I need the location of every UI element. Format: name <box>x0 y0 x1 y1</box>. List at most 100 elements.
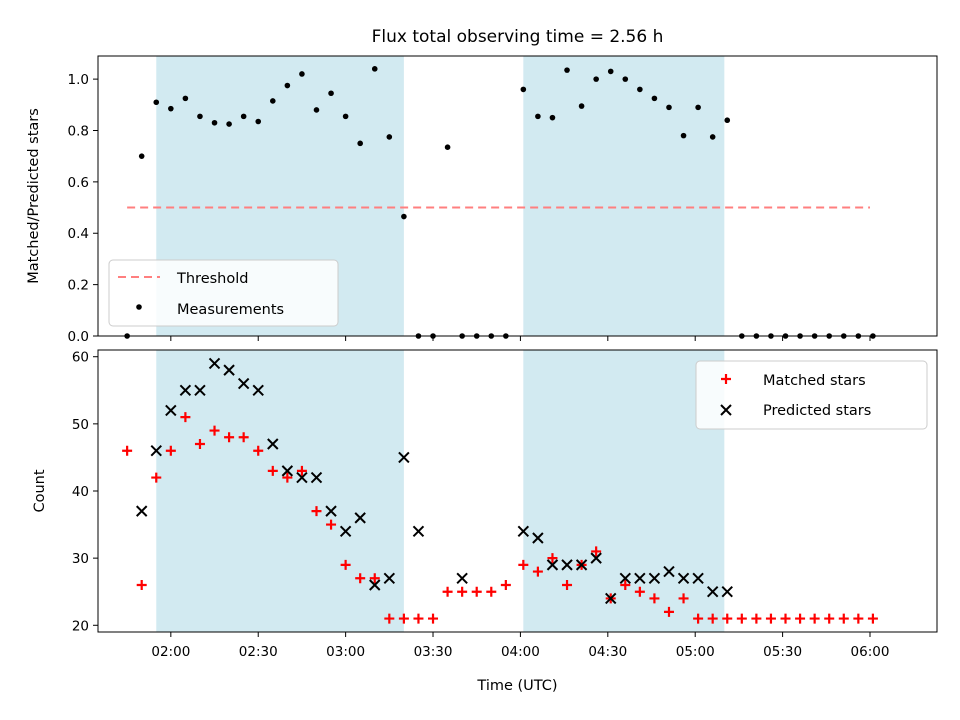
matched-star-point <box>369 573 380 584</box>
matched-star-point <box>267 465 278 476</box>
predicted-star-point <box>339 525 352 537</box>
matched-star-point <box>824 613 835 624</box>
measurement-point <box>709 134 716 140</box>
x-tick-label: 03:00 <box>326 644 365 660</box>
matched-star-point <box>620 580 631 590</box>
matched-star-point <box>809 613 820 624</box>
matched-star-point <box>486 586 497 597</box>
predicted-star-point <box>369 579 381 591</box>
matched-star-point <box>384 613 395 624</box>
bottom-y-tick-label: 30 <box>72 551 89 567</box>
matched-star-point <box>471 586 482 597</box>
top-y-tick-label: 0.4 <box>68 226 89 242</box>
measurement-point <box>386 134 393 140</box>
bottom-legend-box <box>695 360 928 430</box>
predicted-star-point <box>532 532 544 544</box>
measurement-point <box>284 82 291 89</box>
top-legend-box <box>108 259 339 327</box>
measurement-point <box>371 66 378 72</box>
predicted-star-point <box>354 512 366 524</box>
measurement-point <box>578 103 585 109</box>
predicted-star-point <box>605 592 617 605</box>
matched-star-point <box>838 613 849 624</box>
matched-star-point <box>296 465 307 476</box>
matched-star-point <box>224 432 235 443</box>
matched-star-point <box>867 613 878 624</box>
measurement-point <box>637 86 643 93</box>
predicted-star-point <box>692 572 704 584</box>
matched-star-point <box>428 613 439 624</box>
legend-predicted-swatch <box>720 404 732 416</box>
top-shaded-interval-2 <box>523 56 725 336</box>
measurement-point <box>313 107 320 113</box>
matched-star-point <box>311 506 322 517</box>
legend-matched-swatch <box>721 374 731 384</box>
chart-title: Flux total observing time = 2.56 h <box>372 27 664 47</box>
predicted-star-point <box>575 559 588 571</box>
top-legend: Threshold Measurements <box>108 259 339 327</box>
matched-star-point <box>194 439 205 449</box>
top-y-tick-label: 0.2 <box>68 278 89 294</box>
predicted-star-point <box>546 559 559 571</box>
x-tick-label: 05:00 <box>676 644 715 660</box>
measurement-point <box>226 121 232 127</box>
predicted-star-point <box>721 586 733 598</box>
predicted-star-point <box>325 505 337 517</box>
measurement-point <box>342 113 349 120</box>
predicted-star-point <box>619 572 631 584</box>
matched-star-point <box>209 425 220 436</box>
predicted-star-point <box>165 404 177 417</box>
predicted-star-point <box>252 384 264 396</box>
matched-star-point <box>398 613 409 624</box>
predicted-star-point <box>194 384 206 396</box>
measurement-point <box>695 104 701 111</box>
legend-label-matched-stars: Matched stars <box>763 373 866 389</box>
measurement-point <box>240 113 247 120</box>
matched-star-point <box>591 546 602 557</box>
matched-star-point <box>180 412 191 423</box>
top-y-tick-label: 0.8 <box>68 123 89 139</box>
bottom-shaded-interval-2 <box>523 350 725 632</box>
measurement-point <box>168 105 174 112</box>
predicted-star-point <box>663 565 675 578</box>
measurement-point <box>357 140 363 147</box>
predicted-star-point <box>208 357 221 370</box>
measurement-point <box>255 118 262 125</box>
matched-star-point <box>518 559 529 570</box>
legend-label-measurements: Measurements <box>177 302 284 318</box>
matched-star-point <box>707 613 718 624</box>
x-tick-label: 02:00 <box>151 644 190 660</box>
bottom-legend: Matched stars Predicted stars <box>695 360 928 430</box>
bottom-y-tick-label: 50 <box>72 417 89 433</box>
bottom-y-tick-label: 20 <box>72 618 89 634</box>
predicted-star-point <box>383 572 396 584</box>
predicted-star-point <box>561 559 573 571</box>
measurement-point <box>328 90 334 97</box>
top-y-tick-label: 0.6 <box>68 175 89 191</box>
matched-star-point <box>122 445 133 456</box>
measurement-point <box>666 104 672 111</box>
matched-star-point <box>136 580 147 590</box>
bottom-panel-star-counts: Count 20 30 40 50 60 02:00 02:30 03:00 03:30 04:0… <box>32 349 938 660</box>
measurement-point <box>549 114 556 121</box>
predicted-star-point <box>517 525 530 537</box>
predicted-star-point <box>412 525 425 537</box>
legend-matched-marker <box>721 374 731 384</box>
matched-star-point <box>253 445 264 456</box>
matched-star-point <box>722 613 733 624</box>
measurement-point <box>593 76 599 82</box>
top-y-axis-label: Matched/Predicted stars <box>26 108 42 284</box>
measurement-point <box>622 76 629 82</box>
measurement-point <box>211 119 218 126</box>
predicted-star-point <box>150 445 162 457</box>
matched-star-point <box>340 559 351 570</box>
predicted-star-point <box>267 438 279 450</box>
legend-predicted-marker <box>720 404 732 416</box>
legend-label-threshold: Threshold <box>176 271 248 287</box>
legend-measurement-swatch <box>136 304 142 310</box>
predicted-star-point <box>281 465 294 477</box>
matched-star-point <box>532 566 543 577</box>
measurement-point <box>197 113 203 120</box>
predicted-star-point <box>590 552 602 564</box>
bottom-y-tick-label: 60 <box>72 350 89 366</box>
